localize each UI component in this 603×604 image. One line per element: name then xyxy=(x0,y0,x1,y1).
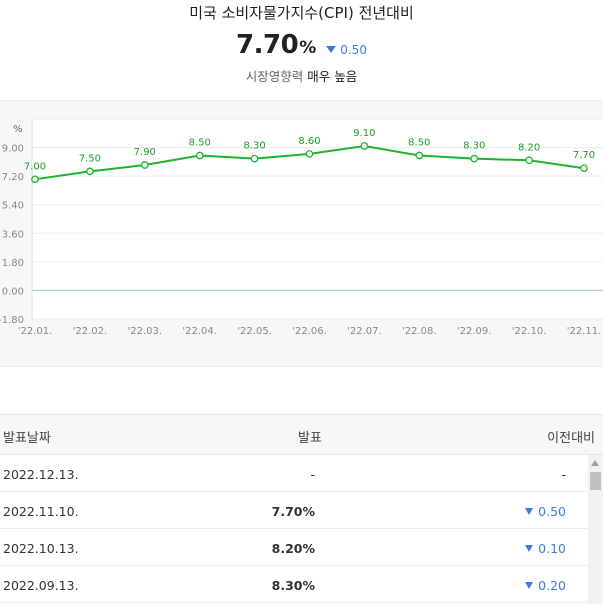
row-date: 2022.09.13. xyxy=(3,578,79,593)
x-tick-label: '22.09. xyxy=(457,326,492,337)
data-label: 8.30 xyxy=(243,141,265,152)
chart-series: 7.00 7.50 7.90 8.50 8.30 8.60 9.10 8.50 8.30 8.20… xyxy=(24,128,595,184)
column-header-prev: 이전대비 xyxy=(547,431,595,446)
x-tick-label: '22.04. xyxy=(182,326,217,337)
indicator-title: 미국 소비자물가지수(CPI) 전년대비 xyxy=(189,4,414,22)
data-point xyxy=(250,154,259,163)
value-change-amount: 0.50 xyxy=(340,42,367,57)
market-impact-level: 매우 높음 xyxy=(307,69,358,84)
row-prev-change: 0.50 xyxy=(525,504,566,519)
data-point xyxy=(525,156,533,165)
table-row: 2022.09.13. 8.30% 0.20 xyxy=(0,566,588,603)
row-prev-change-amount: 0.50 xyxy=(538,504,566,519)
market-impact-label: 시장영향력 xyxy=(245,69,304,84)
x-tick-label: '22.06. xyxy=(292,326,327,337)
scroll-up-arrow-icon[interactable] xyxy=(591,460,599,466)
table-row: 2022.12.13. - - xyxy=(0,455,588,492)
current-value: 7.70 xyxy=(236,30,299,60)
table-body: 2022.12.13. - - 2022.11.10. 7.70% 0.50 2022.10… xyxy=(0,455,603,604)
data-point xyxy=(31,175,39,184)
data-point xyxy=(470,154,479,163)
row-value: 8.30% xyxy=(271,578,315,593)
data-label: 9.10 xyxy=(353,128,375,139)
row-prev-change: 0.10 xyxy=(525,541,566,556)
row-value: 7.70% xyxy=(271,504,315,519)
x-tick-label: '22.03. xyxy=(128,326,163,337)
y-axis-unit: % xyxy=(13,124,23,135)
down-triangle-icon xyxy=(525,545,534,552)
x-tick-label: '22.08. xyxy=(402,326,437,337)
column-header-value: 발표 xyxy=(298,431,322,446)
row-prev-change-amount: 0.20 xyxy=(538,578,566,593)
y-tick-label: 0.00 xyxy=(2,286,24,297)
row-prev-change: 0.20 xyxy=(525,578,566,593)
data-point xyxy=(360,142,369,150)
data-label: 8.50 xyxy=(189,138,211,149)
y-tick-label: 7.20 xyxy=(2,172,24,183)
data-point xyxy=(86,167,94,176)
row-date: 2022.10.13. xyxy=(3,541,79,556)
down-triangle-icon xyxy=(326,46,337,53)
row-value: 8.20% xyxy=(271,541,315,556)
y-tick-label: 3.60 xyxy=(2,229,24,240)
data-label: 8.20 xyxy=(518,142,540,153)
data-point xyxy=(580,164,588,173)
x-tick-label: '22.10. xyxy=(512,326,547,337)
y-tick-label: -1.80 xyxy=(0,315,24,326)
data-label: 7.70 xyxy=(573,150,595,161)
indicator-header: 미국 소비자물가지수(CPI) 전년대비 7.70 % 0.50 시장영향력 매… xyxy=(0,0,603,96)
x-tick-label: '22.02. xyxy=(73,326,108,337)
down-triangle-icon xyxy=(525,582,534,589)
data-label: 7.90 xyxy=(134,147,156,158)
table-row: 2022.10.13. 8.20% 0.10 xyxy=(0,529,588,566)
current-value-row: 7.70 % 0.50 xyxy=(0,30,603,60)
y-tick-label: 1.80 xyxy=(2,258,24,269)
table-row: 2022.11.10. 7.70% 0.50 xyxy=(0,492,588,529)
row-date: 2022.11.10. xyxy=(3,504,79,519)
data-label: 8.50 xyxy=(408,138,430,149)
current-value-unit: % xyxy=(299,38,317,58)
market-impact: 시장영향력 매우 높음 xyxy=(0,66,603,85)
x-tick-label: '22.11. xyxy=(567,326,602,337)
cpi-line-chart: % 9.00 7.20 5.40 3.60 1.80 0.00 -1.80'22.01. '22… xyxy=(0,118,603,337)
data-point xyxy=(415,151,424,160)
cpi-chart-panel: % 9.00 7.20 5.40 3.60 1.80 0.00 -1.80'22.01. '22… xyxy=(0,100,603,367)
row-prev-change: - xyxy=(561,467,566,482)
release-history-table: 발표날짜 발표 이전대비 2022.12.13. - - 2022.11.10. 7.7… xyxy=(0,414,603,604)
data-label: 7.00 xyxy=(24,161,46,172)
column-header-date: 발표날짜 xyxy=(3,431,51,446)
scroll-thumb[interactable] xyxy=(590,472,601,490)
x-tick-label: '22.01. xyxy=(18,326,53,337)
row-prev-change-amount: - xyxy=(561,467,566,482)
table-scrollbar[interactable] xyxy=(588,455,603,604)
y-tick-label: 9.00 xyxy=(2,144,24,155)
y-tick-label: 5.40 xyxy=(2,201,24,212)
data-point xyxy=(140,161,149,169)
data-point xyxy=(305,150,314,158)
x-tick-label: '22.05. xyxy=(237,326,272,337)
row-date: 2022.12.13. xyxy=(3,467,79,482)
data-label: 8.30 xyxy=(463,141,485,152)
data-label: 7.50 xyxy=(79,153,101,164)
data-point xyxy=(195,151,204,160)
down-triangle-icon xyxy=(525,508,534,515)
data-label: 8.60 xyxy=(298,136,320,147)
row-prev-change-amount: 0.10 xyxy=(538,541,566,556)
row-value: - xyxy=(310,467,315,482)
table-header: 발표날짜 발표 이전대비 xyxy=(0,414,603,455)
chart-axes: % 9.00 7.20 5.40 3.60 1.80 0.00 -1.80'22.01. '22… xyxy=(0,124,601,337)
value-change: 0.50 xyxy=(326,43,367,57)
x-tick-label: '22.07. xyxy=(347,326,382,337)
